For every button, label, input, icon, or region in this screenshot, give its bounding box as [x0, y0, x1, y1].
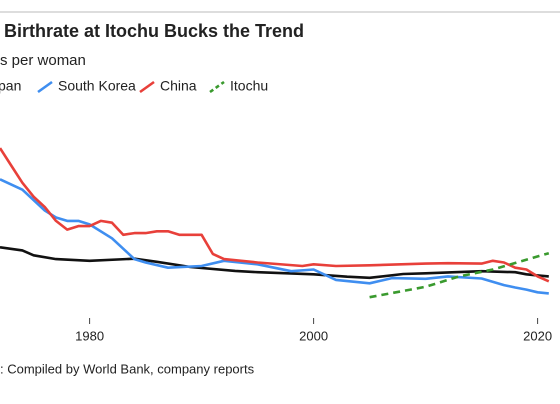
legend-swatch — [139, 80, 155, 94]
chart-subtitle: s per woman — [0, 52, 86, 69]
legend-label: pan — [0, 78, 21, 94]
x-tick-label: 1980 — [75, 328, 104, 343]
x-tick-label: 2020 — [523, 328, 552, 343]
source-note: : Compiled by World Bank, company report… — [0, 361, 255, 376]
legend-label: China — [160, 78, 197, 94]
legend-label: Itochu — [230, 78, 268, 94]
legend-swatch — [209, 80, 225, 94]
series-line — [369, 251, 550, 299]
chart-title: Birthrate at Itochu Bucks the Trend — [4, 21, 304, 41]
series-line — [0, 246, 549, 280]
series-line — [0, 147, 550, 283]
x-tick-label: 2000 — [299, 328, 328, 343]
legend-label: South Korea — [58, 78, 136, 94]
legend-swatch — [37, 80, 53, 94]
series-line — [0, 178, 549, 295]
